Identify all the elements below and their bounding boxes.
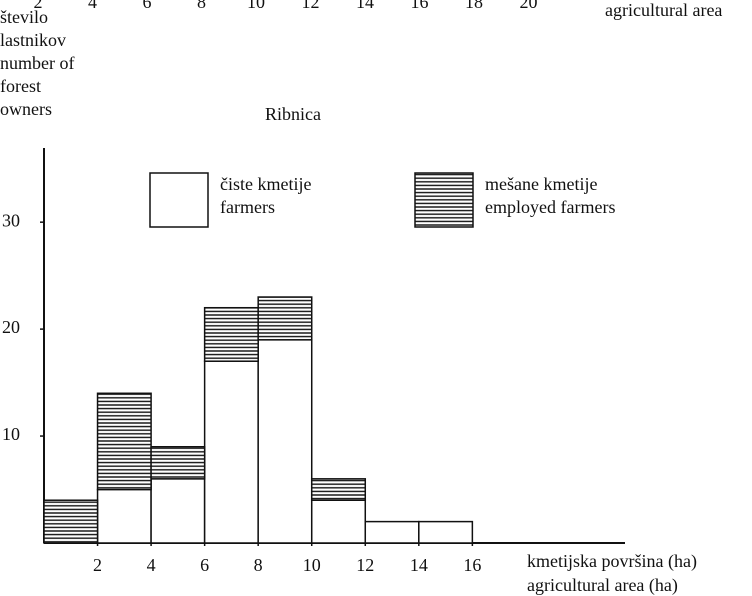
fragment-tick-label: 8	[197, 0, 206, 12]
bar	[203, 306, 259, 362]
fragment-tick-label: 16	[411, 0, 429, 12]
y-axis-label: number of	[0, 53, 74, 73]
fragment-tick-label: 18	[465, 0, 483, 12]
bar	[418, 520, 474, 544]
x-axis-label: agricultural area (ha)	[527, 575, 678, 596]
legend-label: čiste kmetije	[220, 174, 311, 194]
fragment-tick-label: 2	[34, 0, 43, 12]
fragment-tick-label: 10	[247, 0, 265, 12]
bar	[310, 499, 367, 544]
legend-label: farmers	[220, 197, 275, 217]
x-tick-label: 4	[147, 555, 156, 575]
fragment-label: agricultural area	[605, 0, 722, 20]
bar	[257, 339, 313, 544]
y-axis-label: število	[0, 7, 48, 27]
bar	[96, 392, 152, 491]
x-tick-label: 6	[200, 555, 209, 575]
bar	[96, 488, 152, 544]
legend-label: employed farmers	[485, 197, 615, 217]
bar	[257, 296, 313, 341]
x-tick-label: 10	[303, 555, 321, 575]
bar	[150, 446, 206, 480]
y-axis-label: owners	[0, 99, 52, 119]
bar	[310, 478, 367, 501]
y-tick-label: 30	[2, 210, 20, 230]
bar	[150, 478, 206, 544]
x-axis-label: kmetijska površina (ha)	[527, 551, 697, 572]
x-tick-label: 12	[356, 555, 374, 575]
y-tick-label: 10	[2, 424, 20, 444]
x-tick-label: 8	[254, 555, 263, 575]
x-tick-label: 16	[463, 555, 481, 575]
fragment-tick-label: 20	[520, 0, 538, 12]
fragment-tick-label: 4	[88, 0, 97, 12]
fragment-tick-label: 12	[302, 0, 320, 12]
bar	[364, 520, 420, 544]
x-tick-label: 14	[410, 555, 428, 575]
legend-swatch	[414, 172, 474, 228]
fragment-tick-label: 14	[356, 0, 374, 12]
x-tick-label: 2	[93, 555, 102, 575]
legend-swatch	[149, 172, 209, 228]
legend-label: mešane kmetije	[485, 174, 597, 194]
bar	[43, 499, 99, 544]
y-tick-label: 20	[2, 317, 20, 337]
chart-title: Ribnica	[265, 104, 321, 124]
fragment-tick-label: 6	[143, 0, 152, 12]
bar	[203, 360, 259, 544]
y-axis-label: forest	[0, 76, 41, 96]
y-axis-label: lastnikov	[0, 30, 66, 50]
